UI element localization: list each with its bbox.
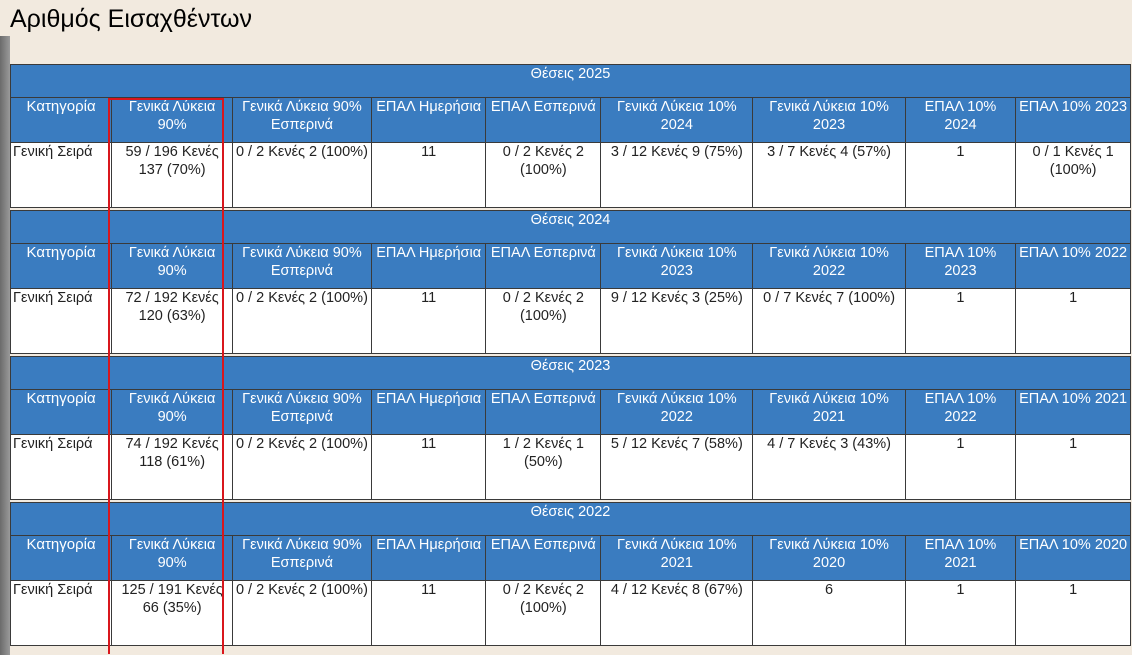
- value-cell: 9 / 12 Κενές 3 (25%): [600, 288, 754, 354]
- category-cell: Γενική Σειρά: [9, 288, 113, 354]
- column-header-category: Κατηγορία: [9, 97, 113, 143]
- value-cell: 59 / 196 Κενές 137 (70%): [111, 142, 234, 208]
- column-header: Γενικά Λύκεια 90% Εσπερινά: [232, 389, 372, 435]
- value-cell: 4 / 7 Κενές 3 (43%): [752, 434, 906, 500]
- category-cell: Γενική Σειρά: [9, 434, 113, 500]
- value-cell: 1: [904, 434, 1017, 500]
- value-cell: 0 / 2 Κενές 2 (100%): [232, 434, 372, 500]
- column-header: Γενικά Λύκεια 90% Εσπερινά: [232, 243, 372, 289]
- page-title: Αριθμός Εισαχθέντων: [10, 5, 252, 33]
- year-title: Θέσεις 2022: [10, 502, 1131, 536]
- left-strip-top: [0, 0, 10, 36]
- value-cell: 1: [904, 580, 1017, 646]
- value-cell: 6: [752, 580, 906, 646]
- column-header: ΕΠΑΛ Ημερήσια: [370, 389, 487, 435]
- value-cell: 3 / 7 Κενές 4 (57%): [752, 142, 906, 208]
- column-header: Γενικά Λύκεια 10% 2023: [752, 97, 906, 143]
- category-cell: Γενική Σειρά: [9, 142, 113, 208]
- value-cell: 1: [904, 142, 1017, 208]
- value-cell: 1 / 2 Κενές 1 (50%): [485, 434, 602, 500]
- column-header: ΕΠΑΛ Εσπερινά: [485, 535, 602, 581]
- year-title: Θέσεις 2025: [10, 64, 1131, 98]
- column-header: ΕΠΑΛ 10% 2024: [904, 97, 1017, 143]
- column-header: Γενικά Λύκεια 10% 2023: [600, 243, 754, 289]
- column-header: ΕΠΑΛ Εσπερινά: [485, 97, 602, 143]
- column-header-category: Κατηγορία: [9, 389, 113, 435]
- year-table: Θέσεις 2025 Κατηγορία Γενικά Λύκεια 90% Γεν…: [9, 64, 1131, 208]
- year-title: Θέσεις 2023: [10, 356, 1131, 390]
- table-row: Γενική Σειρά 59 / 196 Κενές 137 (70%) 0 / …: [9, 142, 1131, 208]
- column-header-category: Κατηγορία: [9, 535, 113, 581]
- table-row: Γενική Σειρά 125 / 191 Κενές 66 (35%) 0 / …: [9, 580, 1131, 646]
- value-cell: 11: [370, 434, 487, 500]
- left-scroll-strip: [0, 0, 10, 655]
- column-header: ΕΠΑΛ 10% 2021: [1015, 389, 1131, 435]
- year-table: Θέσεις 2024 Κατηγορία Γενικά Λύκεια 90% Γεν…: [9, 210, 1131, 354]
- column-header: Γενικά Λύκεια 90%: [111, 535, 234, 581]
- column-header: ΕΠΑΛ 10% 2021: [904, 535, 1017, 581]
- value-cell: 11: [370, 580, 487, 646]
- value-cell: 125 / 191 Κενές 66 (35%): [111, 580, 234, 646]
- column-header: Γενικά Λύκεια 10% 2021: [600, 535, 754, 581]
- value-cell: 72 / 192 Κενές 120 (63%): [111, 288, 234, 354]
- column-header-category: Κατηγορία: [9, 243, 113, 289]
- column-header: ΕΠΑΛ Εσπερινά: [485, 389, 602, 435]
- column-header: Γενικά Λύκεια 90%: [111, 243, 234, 289]
- table-row: Γενική Σειρά 72 / 192 Κενές 120 (63%) 0 / …: [9, 288, 1131, 354]
- column-header: ΕΠΑΛ Εσπερινά: [485, 243, 602, 289]
- table-row: Γενική Σειρά 74 / 192 Κενές 118 (61%) 0 / …: [9, 434, 1131, 500]
- column-header: ΕΠΑΛ Ημερήσια: [370, 243, 487, 289]
- column-header: Γενικά Λύκεια 90%: [111, 389, 234, 435]
- value-cell: 1: [1015, 580, 1131, 646]
- column-header: Γενικά Λύκεια 10% 2022: [600, 389, 754, 435]
- year-table: Θέσεις 2022 Κατηγορία Γενικά Λύκεια 90% Γεν…: [9, 502, 1131, 646]
- column-header: ΕΠΑΛ 10% 2023: [1015, 97, 1131, 143]
- column-header: Γενικά Λύκεια 10% 2024: [600, 97, 754, 143]
- column-header: Γενικά Λύκεια 10% 2022: [752, 243, 906, 289]
- year-table: Θέσεις 2023 Κατηγορία Γενικά Λύκεια 90% Γεν…: [9, 356, 1131, 500]
- value-cell: 1: [904, 288, 1017, 354]
- value-cell: 0 / 2 Κενές 2 (100%): [232, 142, 372, 208]
- value-cell: 0 / 7 Κενές 7 (100%): [752, 288, 906, 354]
- column-header: Γενικά Λύκεια 90% Εσπερινά: [232, 535, 372, 581]
- value-cell: 1: [1015, 434, 1131, 500]
- year-title: Θέσεις 2024: [10, 210, 1131, 244]
- column-header: ΕΠΑΛ 10% 2023: [904, 243, 1017, 289]
- column-header: ΕΠΑΛ 10% 2022: [1015, 243, 1131, 289]
- value-cell: 74 / 192 Κενές 118 (61%): [111, 434, 234, 500]
- value-cell: 5 / 12 Κενές 7 (58%): [600, 434, 754, 500]
- value-cell: 0 / 2 Κενές 2 (100%): [232, 580, 372, 646]
- column-header: ΕΠΑΛ 10% 2020: [1015, 535, 1131, 581]
- admissions-tables: Θέσεις 2025 Κατηγορία Γενικά Λύκεια 90% Γεν…: [9, 64, 1132, 648]
- column-header: Γενικά Λύκεια 10% 2020: [752, 535, 906, 581]
- value-cell: 0 / 2 Κενές 2 (100%): [485, 142, 602, 208]
- value-cell: 0 / 2 Κενές 2 (100%): [485, 580, 602, 646]
- column-header: ΕΠΑΛ 10% 2022: [904, 389, 1017, 435]
- column-header: ΕΠΑΛ Ημερήσια: [370, 535, 487, 581]
- column-header: Γενικά Λύκεια 10% 2021: [752, 389, 906, 435]
- value-cell: 4 / 12 Κενές 8 (67%): [600, 580, 754, 646]
- column-header: Γενικά Λύκεια 90% Εσπερινά: [232, 97, 372, 143]
- value-cell: 1: [1015, 288, 1131, 354]
- value-cell: 0 / 1 Κενές 1 (100%): [1015, 142, 1131, 208]
- value-cell: 11: [370, 142, 487, 208]
- value-cell: 3 / 12 Κενές 9 (75%): [600, 142, 754, 208]
- column-header: Γενικά Λύκεια 90%: [111, 97, 234, 143]
- value-cell: 0 / 2 Κενές 2 (100%): [485, 288, 602, 354]
- column-header: ΕΠΑΛ Ημερήσια: [370, 97, 487, 143]
- value-cell: 0 / 2 Κενές 2 (100%): [232, 288, 372, 354]
- category-cell: Γενική Σειρά: [9, 580, 113, 646]
- value-cell: 11: [370, 288, 487, 354]
